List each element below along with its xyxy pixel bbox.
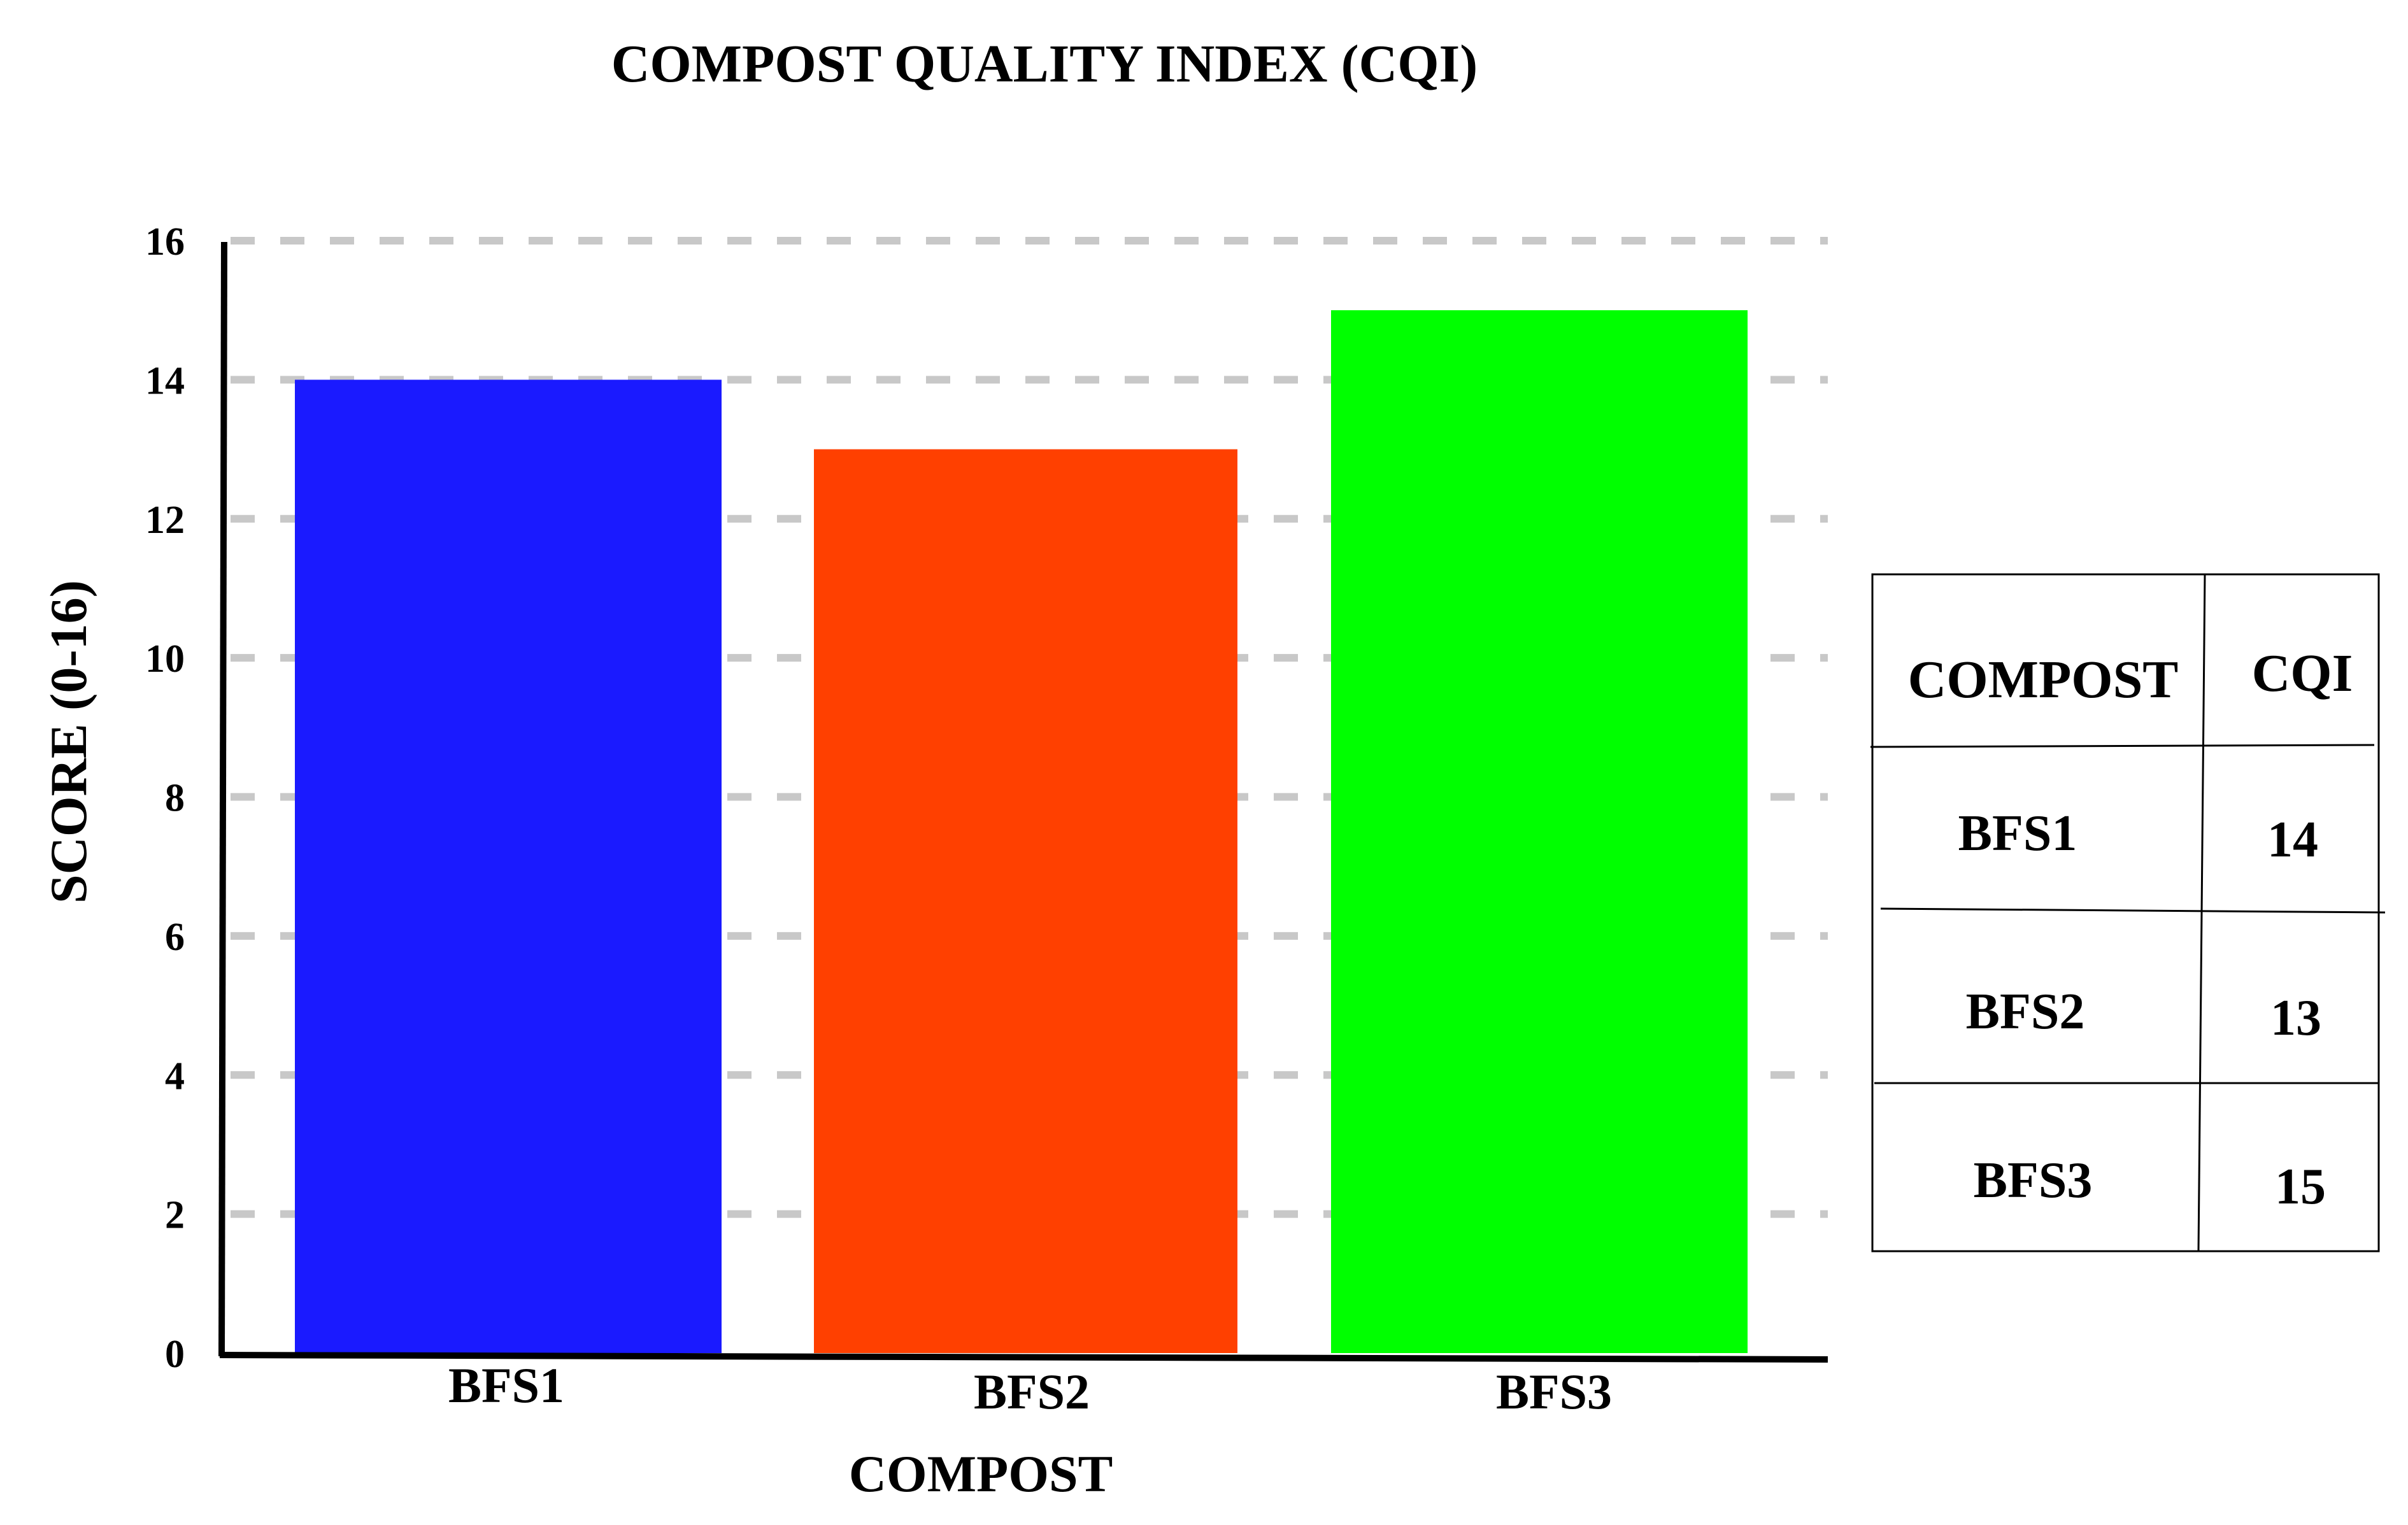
x-tick-label: BFS1 — [448, 1358, 564, 1413]
table-cell-cqi: 15 — [2275, 1159, 2326, 1215]
y-tick-labels: 0 2 4 6 8 10 12 14 16 — [145, 220, 185, 1376]
table-row-divider — [1880, 907, 2386, 914]
table-header: CQI — [2252, 644, 2353, 703]
y-tick-label: 6 — [165, 916, 185, 959]
y-tick-label: 14 — [145, 359, 185, 402]
table-cell-compost: BFS3 — [1974, 1153, 2093, 1209]
table-cell-compost: BFS1 — [1958, 805, 2077, 862]
x-axis — [219, 1352, 1828, 1363]
y-tick-label: 4 — [165, 1054, 185, 1098]
bar-bfs3 — [1331, 310, 1748, 1353]
table-row-divider — [1870, 744, 2375, 748]
y-tick-label: 0 — [165, 1333, 185, 1376]
bar-bfs2 — [814, 449, 1237, 1353]
table-cells: COMPOST CQI BFS1 14 BFS2 13 BFS3 15 — [1908, 644, 2353, 1215]
y-tick-label: 10 — [145, 637, 185, 681]
x-tick-label: BFS2 — [974, 1364, 1090, 1419]
y-axis-label: SCORE (0-16) — [39, 580, 97, 904]
x-axis-label: COMPOST — [849, 1445, 1113, 1503]
bar-bfs1 — [295, 379, 722, 1353]
x-tick-label: BFS3 — [1496, 1364, 1612, 1419]
table-cell-cqi: 13 — [2270, 990, 2321, 1046]
y-tick-label: 12 — [145, 499, 185, 542]
table-cell-compost: BFS2 — [1966, 984, 2085, 1040]
y-tick-label: 2 — [165, 1194, 185, 1237]
y-axis — [218, 241, 227, 1357]
chart-title: COMPOST QUALITY INDEX (CQI) — [611, 34, 1478, 94]
bars — [295, 310, 1748, 1353]
table-cell-cqi: 14 — [2267, 812, 2318, 868]
data-table: COMPOST CQI BFS1 14 BFS2 13 BFS3 15 — [1870, 573, 2386, 1252]
y-tick-label: 8 — [165, 777, 185, 820]
table-header: COMPOST — [1908, 650, 2179, 709]
x-tick-labels: BFS1 BFS2 BFS3 — [448, 1358, 1612, 1419]
y-tick-label: 16 — [145, 220, 185, 264]
table-column-divider — [2197, 574, 2206, 1252]
